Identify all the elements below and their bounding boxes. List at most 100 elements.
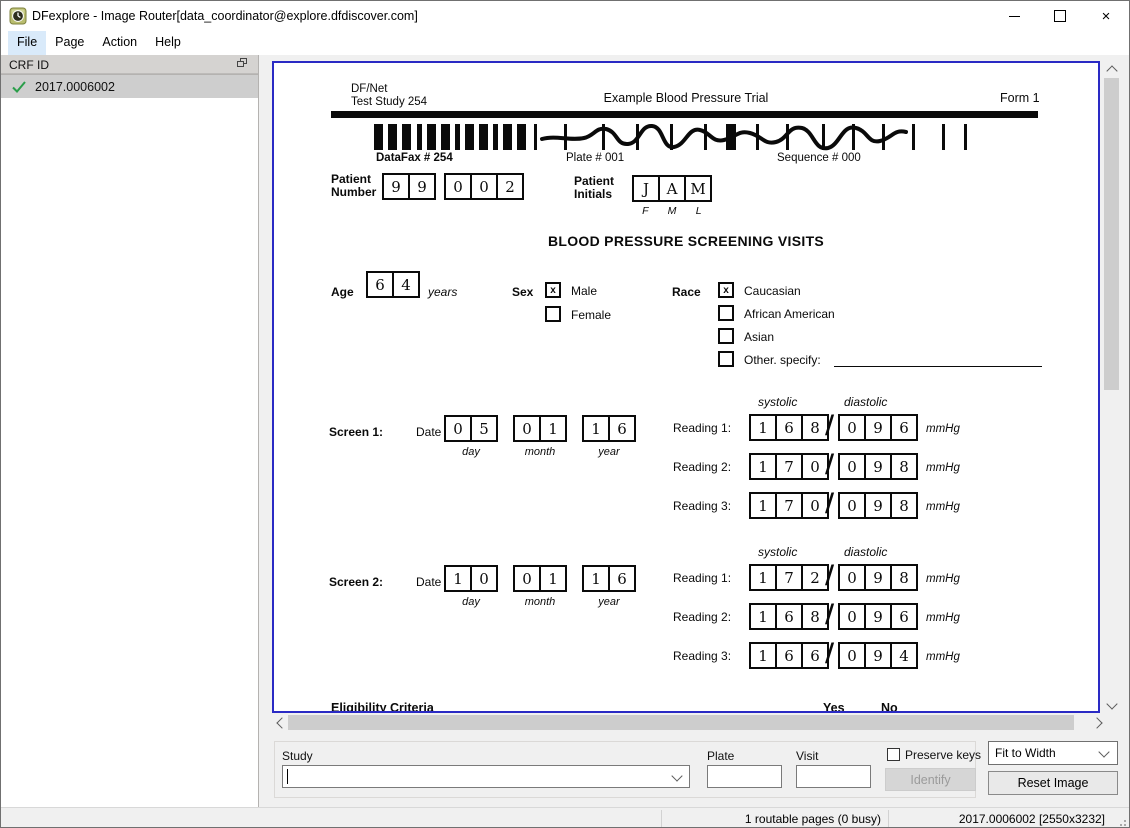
preserve-keys-checkbox[interactable] xyxy=(887,748,900,761)
slash-separator: / xyxy=(825,638,835,667)
patient-number-boxes-2: 0 0 2 xyxy=(444,173,524,200)
form-vendor: DF/Net Test Study 254 xyxy=(351,83,427,109)
race-other-checkbox xyxy=(718,351,734,367)
digit-cell: 0 xyxy=(453,177,463,196)
reset-image-button[interactable]: Reset Image xyxy=(988,771,1118,795)
screen1-year-unit: year xyxy=(598,446,620,458)
age-unit: years xyxy=(428,285,458,299)
reading-systolic-boxes: 1 7 2 xyxy=(749,564,829,591)
race-caucasian-label: Caucasian xyxy=(744,284,801,298)
reading-diastolic-boxes: 0 9 4 xyxy=(838,642,918,669)
screen2-date-label: Date xyxy=(416,575,442,589)
scroll-left-button[interactable] xyxy=(272,714,288,731)
screen2-year-unit: year xyxy=(598,596,620,608)
menu-file[interactable]: File xyxy=(8,31,47,55)
crf-list-item[interactable]: 2017.0006002 xyxy=(1,75,258,98)
text-cursor xyxy=(287,769,288,784)
sex-female-checkbox xyxy=(545,306,561,322)
screen2-day-boxes: 1 0 xyxy=(444,565,498,592)
menu-page[interactable]: Page xyxy=(55,35,85,49)
screen2-day-unit: day xyxy=(462,596,480,608)
reading-diastolic-boxes: 0 9 6 xyxy=(838,414,918,441)
screen2-systolic-header: systolic xyxy=(758,545,798,559)
race-asian-label: Asian xyxy=(744,330,775,344)
menu-help[interactable]: Help xyxy=(155,35,181,49)
reading-label: Reading 3: xyxy=(673,499,732,513)
digit-cell: 9 xyxy=(391,177,401,196)
screen2-year-boxes: 1 6 xyxy=(582,565,636,592)
reading-diastolic-boxes: 0 9 8 xyxy=(838,453,918,480)
resize-grip[interactable] xyxy=(1116,816,1126,826)
patient-initials-boxes: J A M xyxy=(632,175,712,202)
race-african-american-label: African American xyxy=(744,307,835,321)
initial-cell: A xyxy=(658,177,684,200)
title-bar: DFexplore - Image Router[data_coordinato… xyxy=(1,1,1129,31)
reading-systolic-boxes: 1 6 6 xyxy=(749,642,829,669)
slash-separator: / xyxy=(825,488,835,517)
scroll-down-button[interactable] xyxy=(1103,697,1120,713)
eligibility-no: No xyxy=(881,701,898,713)
mmhg-unit: mmHg xyxy=(926,651,960,663)
reading-systolic-boxes: 1 6 8 xyxy=(749,414,829,441)
visit-label: Visit xyxy=(796,749,819,763)
scroll-up-button[interactable] xyxy=(1103,61,1120,77)
crf-image-canvas[interactable]: DF/Net Test Study 254 Example Blood Pres… xyxy=(272,61,1100,713)
age-boxes: 6 4 xyxy=(366,271,420,298)
minimize-button[interactable] xyxy=(991,1,1037,31)
float-panel-icon[interactable] xyxy=(237,58,248,68)
zoom-mode-value: Fit to Width xyxy=(995,746,1056,760)
close-button[interactable]: × xyxy=(1083,1,1129,31)
digit-cell: 6 xyxy=(375,275,385,294)
chevron-down-icon xyxy=(671,770,683,782)
datafax-label: DataFax # 254 xyxy=(376,152,453,164)
study-combobox[interactable] xyxy=(282,765,690,788)
race-other-label: Other. specify: xyxy=(744,353,821,367)
race-asian-checkbox xyxy=(718,328,734,344)
section-title: BLOOD PRESSURE SCREENING VISITS xyxy=(547,233,825,249)
initial-cell: M xyxy=(684,177,710,200)
patient-number-boxes-1: 9 9 xyxy=(382,173,436,200)
screen1-systolic-header: systolic xyxy=(758,395,798,409)
screen1-day-boxes: 0 5 xyxy=(444,415,498,442)
maximize-button[interactable] xyxy=(1037,1,1083,31)
reading-label: Reading 2: xyxy=(673,460,732,474)
maximize-icon xyxy=(1054,10,1066,22)
vertical-scrollbar[interactable] xyxy=(1103,61,1120,713)
reading-systolic-boxes: 1 6 8 xyxy=(749,603,829,630)
plate-input[interactable] xyxy=(707,765,782,788)
crf-id-label: 2017.0006002 xyxy=(35,79,115,94)
sex-male-checkbox: x xyxy=(545,282,561,298)
mmhg-unit: mmHg xyxy=(926,612,960,624)
screen1-month-boxes: 0 1 xyxy=(513,415,567,442)
status-separator xyxy=(661,810,662,827)
menu-bar: File Page Action Help xyxy=(1,31,1129,55)
menu-action[interactable]: Action xyxy=(102,35,138,49)
form-number: Form 1 xyxy=(1000,91,1040,105)
identify-button[interactable]: Identify xyxy=(885,768,976,791)
patient-number-label: Patient Number xyxy=(331,172,377,199)
scroll-right-button[interactable] xyxy=(1090,714,1106,731)
screen1-month-unit: month xyxy=(524,446,556,458)
horizontal-scrollbar[interactable] xyxy=(272,714,1106,731)
sex-male-label: Male xyxy=(571,284,598,298)
vertical-scroll-thumb[interactable] xyxy=(1104,78,1119,390)
sex-label: Sex xyxy=(512,285,534,299)
age-label: Age xyxy=(331,285,354,299)
digit-cell: 0 xyxy=(470,175,496,198)
horizontal-scroll-thumb[interactable] xyxy=(288,715,1074,730)
screen2-month-unit: month xyxy=(524,596,556,608)
patient-initials-label: Patient Initials xyxy=(574,174,615,201)
reading-label: Reading 3: xyxy=(673,649,732,663)
status-separator xyxy=(888,810,889,827)
reading-diastolic-boxes: 0 9 8 xyxy=(838,564,918,591)
visit-input[interactable] xyxy=(796,765,871,788)
header-rule xyxy=(331,111,1038,118)
status-bar: 1 routable pages (0 busy) 2017.0006002 [… xyxy=(1,807,1129,827)
sex-female-label: Female xyxy=(571,308,612,322)
reading-label: Reading 1: xyxy=(673,571,732,585)
screen1-diastolic-header: diastolic xyxy=(844,395,888,409)
zoom-mode-select[interactable]: Fit to Width xyxy=(988,741,1118,765)
race-caucasian-checkbox: x xyxy=(718,282,734,298)
other-specify-line xyxy=(834,351,1042,367)
